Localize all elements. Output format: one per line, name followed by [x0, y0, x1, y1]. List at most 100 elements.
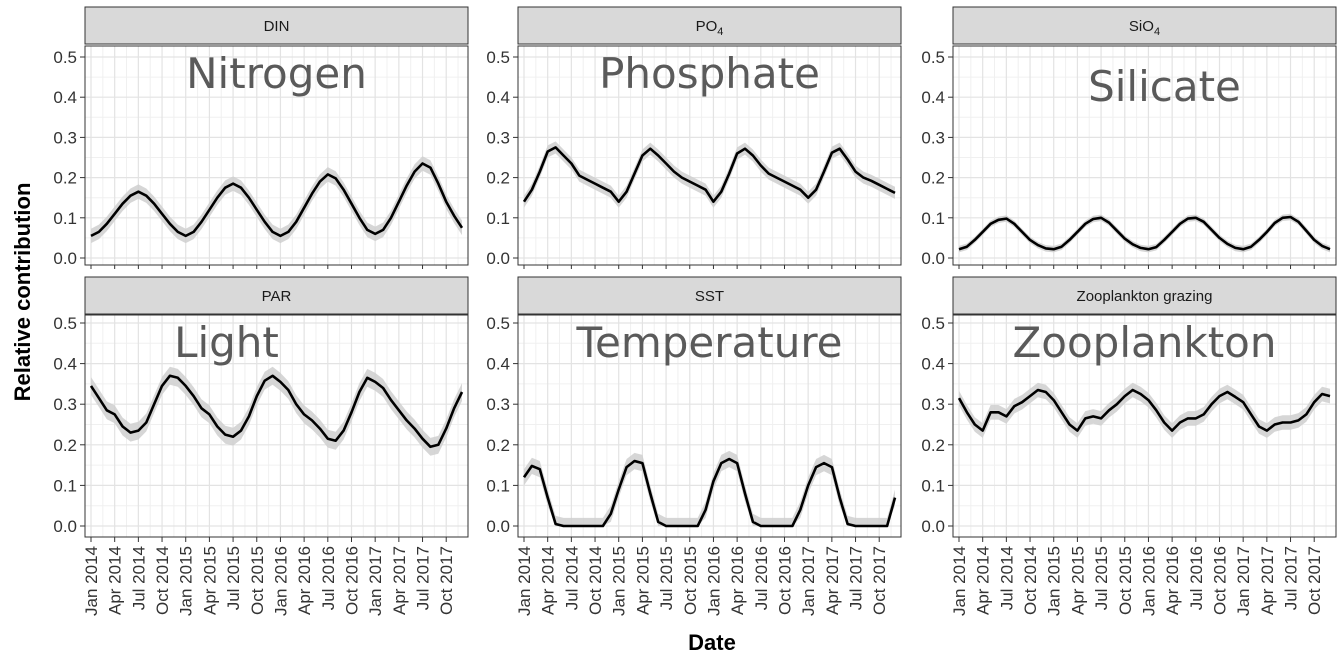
x-tick-label: Oct 2014 — [1021, 546, 1040, 615]
x-tick-label: Oct 2016 — [1211, 546, 1230, 615]
confidence-band — [91, 366, 462, 456]
x-tick-label: Jan 2014 — [82, 546, 101, 616]
strip-label-text: Zooplankton grazing — [1077, 288, 1213, 305]
x-tick-label: Jul 2016 — [1187, 546, 1206, 610]
y-tick-label: 0.1 — [486, 209, 510, 228]
y-tick-label: 0.3 — [921, 128, 945, 147]
y-tick-label: 0.0 — [921, 249, 945, 268]
y-tick-label: 0.1 — [53, 209, 77, 228]
y-tick-label: 0.4 — [486, 88, 510, 107]
x-tick-label: Apr 2014 — [974, 546, 993, 615]
x-axis-title: Date — [688, 630, 736, 655]
y-tick-label: 0.3 — [53, 395, 77, 414]
panel-border — [517, 45, 902, 266]
strip-background — [84, 276, 469, 315]
x-tick-label: Oct 2015 — [681, 546, 700, 615]
y-tick-label: 0.3 — [486, 395, 510, 414]
x-tick-label: Jan 2016 — [704, 546, 723, 616]
y-tick-label: 0.4 — [486, 355, 510, 374]
x-tick-label: Apr 2016 — [1163, 546, 1182, 615]
strip-label-subscript: 4 — [717, 26, 723, 38]
y-tick-label: 0.0 — [486, 517, 510, 536]
x-tick-label: Jan 2014 — [950, 546, 969, 616]
series-line — [522, 457, 897, 528]
panel-border — [84, 314, 469, 538]
y-tick-label: 0.3 — [53, 128, 77, 147]
strip-background — [517, 276, 902, 315]
x-tick-label: Jul 2014 — [129, 546, 148, 610]
x-tick-label: Apr 2017 — [1258, 546, 1277, 615]
strip-label-text: PAR — [262, 288, 292, 305]
panel-2: PO4 Phosphate 0.0 0.1 0.2 0.3 0.4 0.5 — [486, 6, 902, 269]
y-tick-label: 0.0 — [921, 517, 945, 536]
strip-label-text: SiO — [1129, 18, 1154, 35]
strip-label: SST — [695, 288, 724, 305]
overlay-label: Nitrogen — [186, 49, 367, 98]
x-tick-label: Jan 2017 — [799, 546, 818, 616]
y-tick-label: 0.3 — [486, 128, 510, 147]
x-tick-label: Oct 2017 — [437, 546, 456, 615]
strip-label: PO4 — [696, 18, 724, 38]
y-tick-label: 0.3 — [921, 395, 945, 414]
panel-border — [517, 314, 902, 538]
x-tick-label: Jul 2015 — [224, 546, 243, 610]
series-line — [89, 374, 464, 449]
y-tick-label: 0.2 — [921, 169, 945, 188]
x-tick-label: Apr 2016 — [728, 546, 747, 615]
x-tick-label: Apr 2017 — [823, 546, 842, 615]
y-tick-label: 0.5 — [921, 314, 945, 333]
y-tick-label: 0.5 — [53, 48, 77, 67]
x-tick-label: Oct 2015 — [248, 546, 267, 615]
x-tick-label: Oct 2017 — [870, 546, 889, 615]
overlay-label: Light — [174, 318, 279, 367]
panel-4: PAR Light 0.0 0.1 0.2 0.3 0.4 0.5 Jan 2014 Apr 20… — [53, 276, 469, 616]
x-tick-label: Apr 2015 — [1068, 546, 1087, 615]
overlay-label: Phosphate — [599, 49, 820, 98]
x-tick-label: Jul 2014 — [997, 546, 1016, 610]
y-tick-label: 0.2 — [53, 169, 77, 188]
panel-5: SST Temperature 0.0 0.1 0.2 0.3 0.4 0.5 Jan 2014… — [486, 276, 902, 616]
panel-3: SiO4 Silicate 0.0 0.1 0.2 0.3 0.4 0.5 — [921, 6, 1337, 269]
y-tick-label: 0.1 — [486, 476, 510, 495]
x-tick-label: Apr 2014 — [539, 546, 558, 615]
overlay-label: Silicate — [1088, 62, 1241, 111]
strip-background — [84, 6, 469, 45]
x-tick-label: Jul 2017 — [414, 546, 433, 610]
panel-border — [84, 45, 469, 266]
x-tick-label: Oct 2014 — [153, 546, 172, 615]
y-tick-label: 0.4 — [921, 88, 945, 107]
y-tick-label: 0.4 — [53, 88, 77, 107]
x-tick-label: Apr 2015 — [200, 546, 219, 615]
strip-label: PAR — [262, 288, 292, 305]
x-tick-label: Apr 2014 — [106, 546, 125, 615]
x-tick-label: Jan 2016 — [271, 546, 290, 616]
panels-layer: DINNitrogen0.00.10.20.30.40.5PO4Phosphat… — [53, 6, 1337, 616]
y-axis-title: Relative contribution — [10, 183, 35, 402]
y-tick-label: 0.1 — [921, 476, 945, 495]
y-tick-label: 0.5 — [921, 48, 945, 67]
x-tick-label: Apr 2016 — [295, 546, 314, 615]
y-tick-label: 0.2 — [921, 436, 945, 455]
y-tick-label: 0.5 — [486, 314, 510, 333]
y-tick-label: 0.2 — [486, 169, 510, 188]
strip-label-subscript: 4 — [1154, 26, 1160, 38]
series-line — [957, 388, 1331, 432]
x-tick-label: Jan 2015 — [177, 546, 196, 616]
x-tick-label: Jul 2016 — [319, 546, 338, 610]
x-tick-label: Jul 2014 — [562, 546, 581, 610]
strip-label-text: PO — [696, 18, 718, 35]
x-tick-label: Jul 2016 — [752, 546, 771, 610]
x-tick-label: Jul 2017 — [1282, 546, 1301, 610]
overlay-label: Temperature — [575, 318, 842, 367]
panel-6: Zooplankton grazing Zooplankton 0.0 0.1 0.2 0… — [921, 276, 1337, 616]
strip-label: SiO4 — [1129, 18, 1160, 38]
x-tick-label: Jan 2017 — [366, 546, 385, 616]
panel-1: DIN Nitrogen 0.0 0.1 0.2 0.3 0.4 0.5 — [53, 6, 469, 269]
x-tick-label: Oct 2016 — [343, 546, 362, 615]
strip-label: DIN — [264, 18, 290, 35]
y-tick-label: 0.0 — [53, 249, 77, 268]
x-tick-label: Jan 2014 — [515, 546, 534, 616]
strip-label: Zooplankton grazing — [1077, 288, 1213, 305]
overlay-label: Zooplankton — [1013, 318, 1277, 367]
